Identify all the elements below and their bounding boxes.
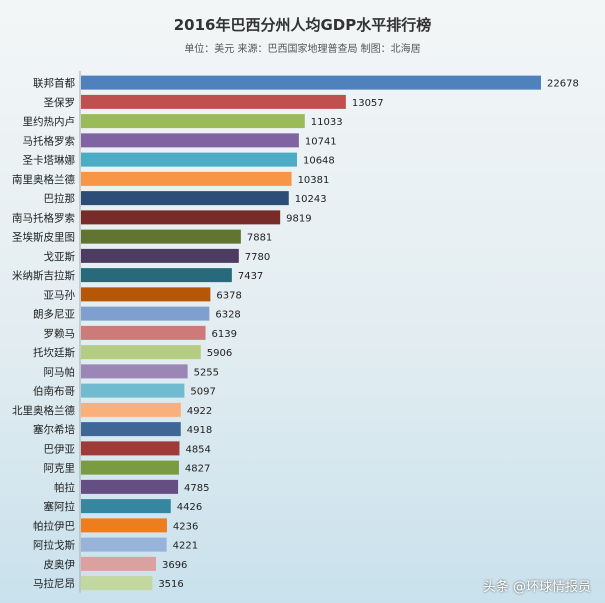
bar [81,191,289,206]
value-label: 3516 [158,579,183,590]
category-label: 亚马孙 [44,288,76,301]
category-label: 米纳斯吉拉斯 [12,269,75,282]
value-label: 10741 [305,136,337,147]
category-label: 罗赖马 [44,328,76,340]
bar [81,556,156,571]
category-label: 圣埃斯皮里图 [12,231,75,244]
bar [81,287,211,302]
bar [81,576,153,591]
bar [81,537,167,552]
category-label: 南里奥格兰德 [12,173,75,186]
value-label: 4221 [173,541,198,552]
value-label: 4922 [187,406,212,417]
bar [81,402,181,417]
chart-subtitle: 单位：美元 来源：巴西国家地理普查局 制图：北海居 [184,44,421,55]
chart-title: 2016年巴西分州人均GDP水平排行榜 [173,16,432,34]
category-label: 马拉尼昂 [33,577,75,590]
category-label: 托坎廷斯 [33,346,75,359]
bar [81,479,179,494]
category-label: 北里奥格兰德 [12,404,75,417]
value-label: 6139 [212,329,237,340]
value-label: 4918 [187,425,212,436]
value-label: 6378 [216,290,241,301]
bar [81,114,305,129]
value-label: 5097 [190,387,215,398]
category-label: 马托格罗索 [23,134,76,147]
value-label: 6328 [215,310,240,321]
watermark: 头条 @环球情报员 [482,580,591,595]
value-label: 4785 [184,483,209,494]
bar [81,210,281,225]
bar [81,499,171,514]
category-label: 戈亚斯 [44,250,76,263]
bar [81,133,299,148]
category-label: 联邦首都 [33,77,75,90]
bar [81,441,180,456]
value-label: 13057 [352,98,384,109]
category-label: 朗多尼亚 [33,308,75,321]
bar [81,171,292,186]
value-label: 4426 [177,502,202,513]
category-label: 巴伊亚 [44,443,76,455]
category-label: 阿马帕 [44,365,76,378]
category-label: 圣保罗 [44,96,76,109]
value-label: 5906 [207,348,232,359]
category-label: 里约热内卢 [23,115,76,128]
category-label: 阿克里 [44,463,76,475]
bar [81,75,541,90]
value-label: 4854 [185,444,210,455]
value-label: 4827 [185,464,210,475]
bar [81,94,346,109]
bar [81,248,239,263]
value-label: 7780 [245,252,270,263]
bar [81,364,188,379]
category-label: 圣卡塔琳娜 [23,154,76,167]
category-label: 塞尔希培 [33,423,75,436]
value-label: 7881 [247,233,272,244]
value-label: 22678 [547,79,579,90]
value-label: 11033 [311,117,343,128]
category-label: 阿拉戈斯 [33,539,75,552]
value-label: 10381 [298,175,330,186]
category-label: 南马托格罗索 [12,211,75,224]
bar [81,422,181,437]
category-label: 帕拉伊巴 [33,519,75,532]
value-label: 10648 [303,156,335,167]
category-label: 塞阿拉 [44,500,76,513]
bar [81,229,241,244]
value-label: 4236 [173,521,198,532]
value-label: 5255 [194,367,219,378]
category-label: 皮奥伊 [44,558,76,571]
value-label: 7437 [238,271,263,282]
bar [81,383,185,398]
bar [81,306,210,321]
bar [81,345,201,360]
value-label: 3696 [162,560,187,571]
bar [81,460,179,475]
bar [81,152,297,167]
value-label: 10243 [295,194,327,205]
bar [81,268,232,283]
bar [81,518,167,533]
category-label: 巴拉那 [44,192,76,205]
value-label: 9819 [286,213,311,224]
category-label: 帕拉 [54,481,75,494]
bar [81,325,206,340]
category-label: 伯南布哥 [33,385,75,398]
